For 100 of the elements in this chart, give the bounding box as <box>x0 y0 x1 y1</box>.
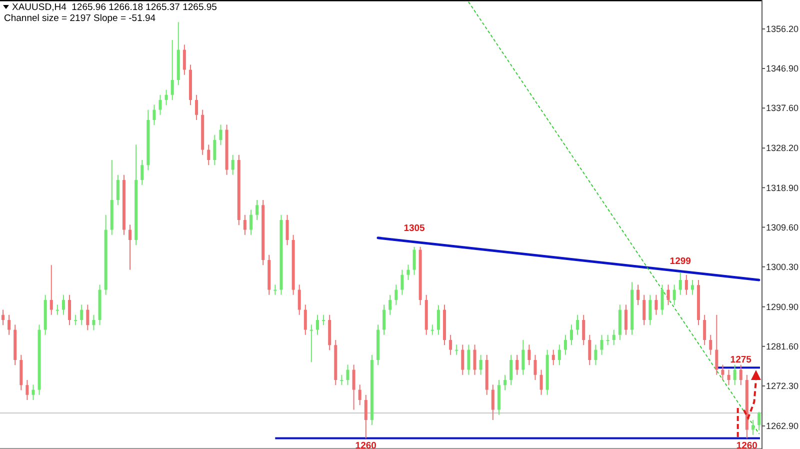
y-tick-label: 1346.90 <box>766 64 799 74</box>
candlestick <box>286 214 289 246</box>
candlestick <box>152 104 156 126</box>
candlestick <box>400 269 404 296</box>
y-tick-label: 1272.30 <box>766 381 799 392</box>
candlestick <box>516 354 519 376</box>
candlestick <box>576 314 580 336</box>
y-tick-label: 1262.90 <box>766 421 799 432</box>
candlestick <box>195 94 198 120</box>
candlestick <box>158 94 162 116</box>
candlestick <box>570 324 574 346</box>
candlestick <box>522 339 525 376</box>
candlestick <box>364 394 368 439</box>
y-tick-label: 1281.60 <box>766 342 799 352</box>
candlestick <box>467 344 470 376</box>
chart-title: XAUUSD,H4 1265.96 1266.18 1265.37 1265.95 <box>12 2 217 13</box>
candlestick <box>170 40 174 100</box>
candlestick <box>50 264 53 316</box>
candlestick <box>503 374 506 391</box>
candlestick <box>715 314 718 376</box>
candlestick <box>86 304 90 331</box>
candlestick <box>310 324 313 363</box>
candlestick <box>449 334 452 356</box>
annotation: 1299 <box>670 256 691 268</box>
candlestick <box>164 89 168 106</box>
candlestick <box>213 134 216 166</box>
candlestick <box>564 334 567 356</box>
candlestick <box>552 349 555 366</box>
candlestick <box>455 344 458 356</box>
candlestick <box>358 384 362 406</box>
candlestick <box>68 294 72 326</box>
annotation: 1275 <box>730 354 752 366</box>
candlestick <box>654 294 658 316</box>
candlestick <box>721 364 724 380</box>
candlestick <box>128 224 132 270</box>
candlestick <box>74 314 78 326</box>
candlestick <box>461 344 464 376</box>
candlestick <box>406 264 410 280</box>
candlestick <box>340 374 344 386</box>
candlestick <box>346 364 350 386</box>
y-tick-label: 1318.90 <box>766 182 799 193</box>
candlestick <box>678 272 682 296</box>
candlestick <box>304 304 307 336</box>
candlestick <box>479 354 482 376</box>
candlestick <box>231 154 234 176</box>
candlestick <box>473 344 476 376</box>
candlestick <box>703 314 706 346</box>
candlestick <box>540 369 543 396</box>
annotation: 1305 <box>404 223 426 234</box>
candlestick <box>2 309 4 326</box>
candlestick <box>534 354 537 380</box>
candlestick <box>62 294 65 316</box>
candlestick <box>56 304 59 316</box>
y-tick-label: 1337.60 <box>766 103 799 114</box>
candlestick <box>140 159 144 186</box>
candlestick <box>316 314 319 336</box>
candlestick <box>528 344 531 366</box>
candlestick <box>219 124 222 146</box>
candlestick <box>510 354 513 386</box>
candlestick <box>249 209 252 236</box>
candlestick <box>594 344 598 366</box>
candlestick <box>322 314 326 326</box>
candlestick <box>588 334 592 366</box>
candlestick <box>751 419 754 436</box>
candlestick <box>648 294 652 326</box>
candlestick <box>182 44 186 76</box>
candlestick <box>382 304 386 336</box>
candlestick <box>690 279 694 296</box>
candlestick <box>582 314 586 346</box>
candlestick <box>727 369 730 386</box>
candlestick <box>436 304 440 336</box>
text: Channel size = 2197 Slope = -51.94 <box>4 13 156 24</box>
y-tick-label: 1290.90 <box>766 302 799 312</box>
y-tick-label: 1309.60 <box>766 222 799 232</box>
candlestick <box>298 284 301 316</box>
candlestick <box>558 344 561 366</box>
candlestick <box>491 384 494 420</box>
y-tick-label: 1356.20 <box>766 24 799 34</box>
y-tick-label: 1328.20 <box>766 143 799 154</box>
candlestick <box>274 284 277 296</box>
candlestick <box>412 246 416 276</box>
candlestick <box>207 144 210 166</box>
y-tick-label: 1300.30 <box>766 262 799 272</box>
candlestick <box>32 384 35 400</box>
annotation: 1260 <box>736 440 758 449</box>
candlestick <box>709 334 712 356</box>
candlestick <box>430 324 434 336</box>
candlestick <box>660 284 664 316</box>
candlestick <box>666 284 670 306</box>
candlestick <box>243 214 246 236</box>
candlestick <box>733 364 736 386</box>
candlestick <box>636 284 640 306</box>
candlestick <box>600 334 604 356</box>
candlestick <box>116 174 120 206</box>
candlestick <box>352 364 356 410</box>
candlestick <box>642 294 646 326</box>
candlestick <box>612 329 616 346</box>
candlestick <box>672 284 676 306</box>
candlestick <box>256 199 259 220</box>
candlestick <box>739 364 742 386</box>
